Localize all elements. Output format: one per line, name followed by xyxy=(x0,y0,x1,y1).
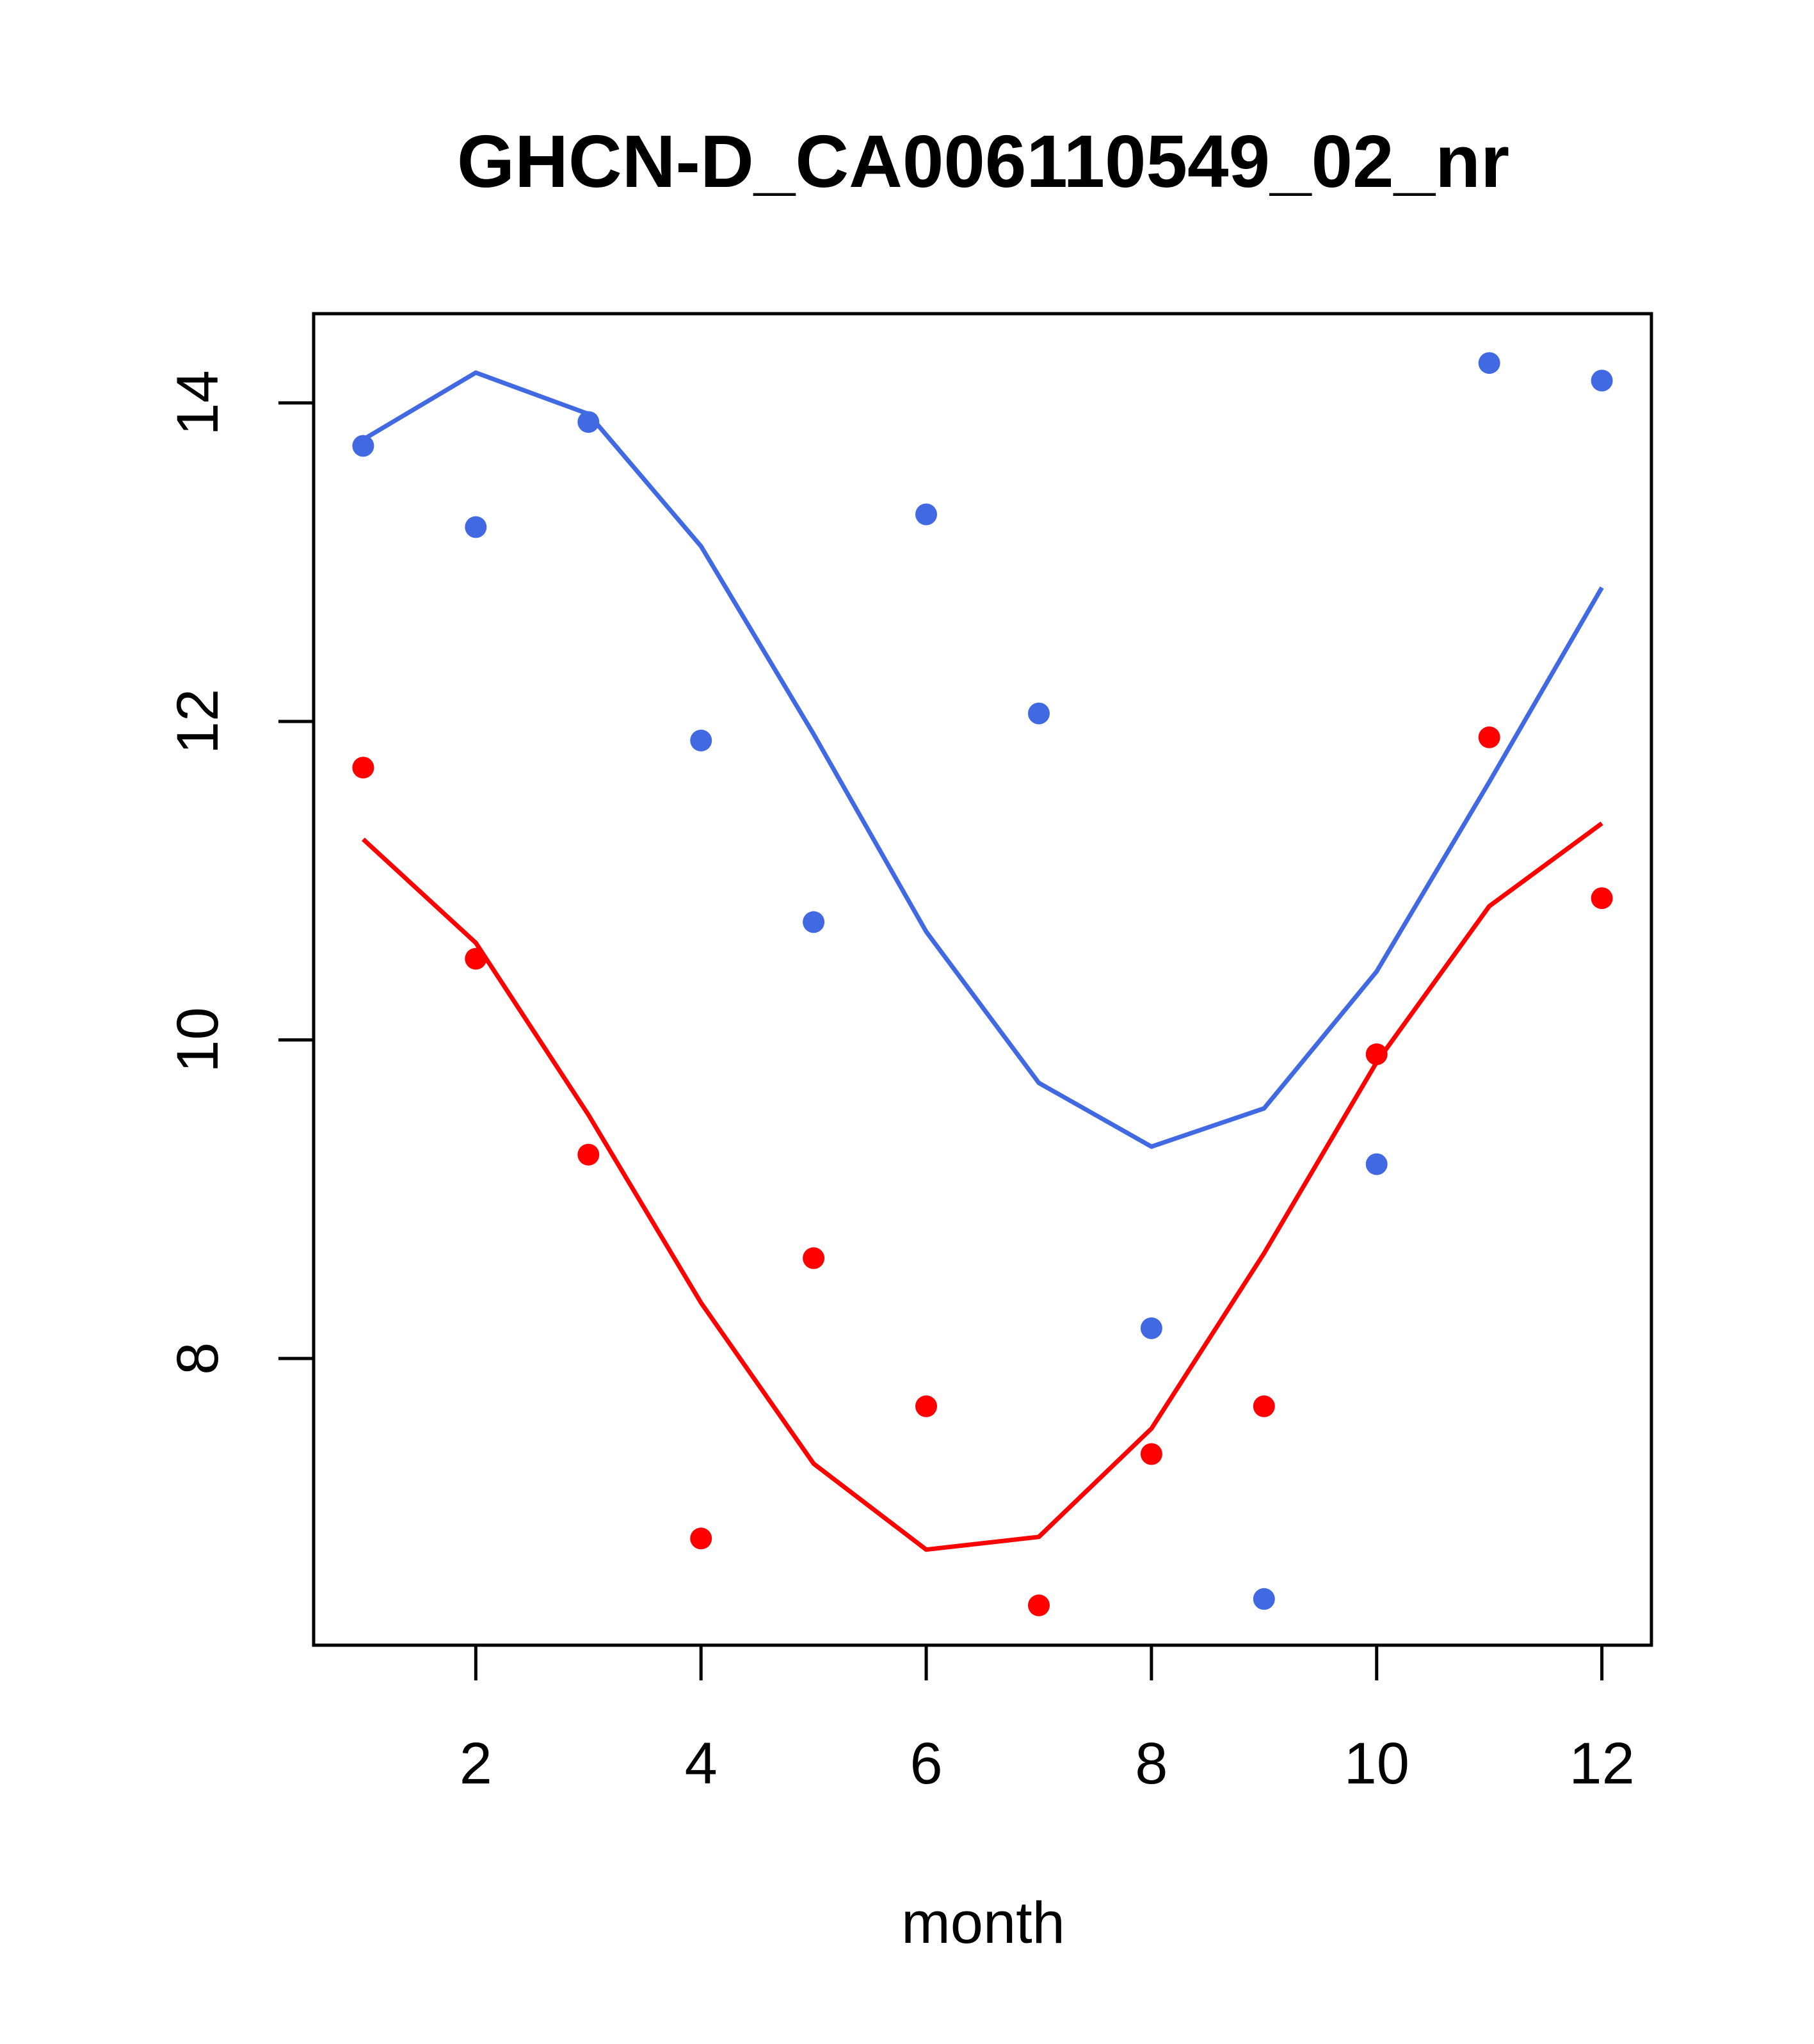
x-axis: 2 4 6 8 10 12 xyxy=(460,1643,1635,1796)
series-1-point xyxy=(915,503,937,526)
series-2-point xyxy=(1365,1043,1388,1065)
x-tick-label: 12 xyxy=(1569,1731,1634,1796)
series-2-point xyxy=(352,757,374,779)
series-2-point xyxy=(690,1527,712,1550)
x-tick-label: 10 xyxy=(1344,1731,1409,1796)
series-1-point xyxy=(1591,369,1613,392)
series-1-point xyxy=(577,411,600,433)
series-2-point xyxy=(803,1247,825,1269)
series-1-point xyxy=(690,729,712,752)
plot-area xyxy=(352,352,1613,1616)
x-tick-label: 4 xyxy=(685,1731,718,1796)
series-2-point xyxy=(1028,1594,1050,1616)
series-1-point xyxy=(465,516,487,538)
series-1-point xyxy=(352,435,374,457)
series-1-point xyxy=(1140,1317,1162,1339)
series-1-point xyxy=(1478,352,1500,374)
series-2-point xyxy=(1140,1443,1162,1465)
x-tick-label: 6 xyxy=(910,1731,942,1796)
series-2-point xyxy=(915,1395,937,1417)
series-1-point xyxy=(1365,1153,1388,1175)
y-axis: 8 10 12 14 xyxy=(165,370,316,1375)
x-tick-label: 8 xyxy=(1135,1731,1168,1796)
y-tick-label: 12 xyxy=(165,689,230,754)
series-1-point xyxy=(1028,702,1050,725)
series-2-point xyxy=(1591,887,1613,910)
chart-title: GHCN-D_CA006110549_02_nr xyxy=(457,120,1509,203)
series-2-point xyxy=(1478,726,1500,748)
x-axis-label: month xyxy=(901,1890,1065,1956)
plot-frame xyxy=(312,312,1653,1647)
y-tick-label: 14 xyxy=(165,370,230,435)
x-tick-label: 2 xyxy=(460,1731,492,1796)
series-2-point xyxy=(465,947,487,970)
series-2-point xyxy=(1253,1395,1275,1417)
series-1-point xyxy=(803,911,825,933)
series-1-point xyxy=(1253,1588,1275,1610)
series-1-fit-line xyxy=(362,370,1604,1149)
y-tick-label: 8 xyxy=(165,1342,230,1375)
series-2-point xyxy=(577,1143,600,1166)
y-tick-label: 10 xyxy=(165,1007,230,1072)
series-2-fit-line xyxy=(362,821,1603,1552)
